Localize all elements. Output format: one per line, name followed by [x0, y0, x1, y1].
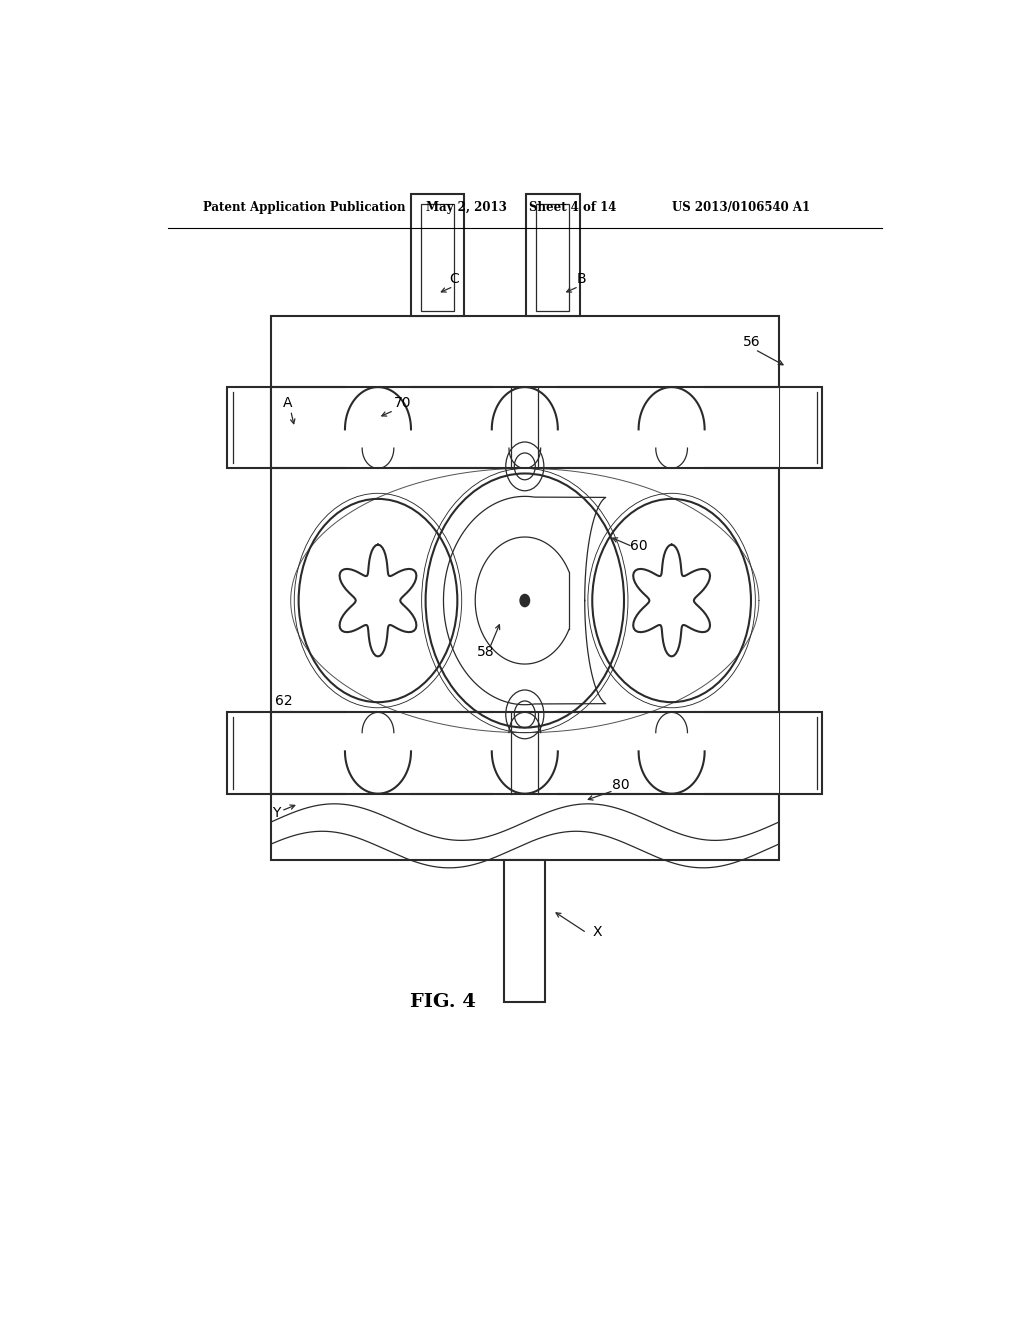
Bar	[525, 194, 580, 315]
Text: A: A	[283, 396, 292, 411]
Bar	[421, 205, 455, 312]
Bar	[778, 387, 822, 469]
Bar	[227, 713, 270, 793]
Circle shape	[520, 594, 529, 607]
Text: 70: 70	[394, 396, 412, 411]
Bar	[270, 315, 778, 859]
Text: B: B	[577, 272, 586, 286]
Text: US 2013/0106540 A1: US 2013/0106540 A1	[672, 201, 810, 214]
Text: 58: 58	[477, 645, 495, 660]
Bar	[411, 194, 465, 315]
Text: Y: Y	[272, 807, 281, 820]
Bar	[504, 859, 546, 1002]
Text: May 2, 2013: May 2, 2013	[426, 201, 507, 214]
Text: Sheet 4 of 14: Sheet 4 of 14	[528, 201, 616, 214]
Bar	[270, 387, 778, 469]
Text: 62: 62	[274, 694, 293, 709]
Text: Patent Application Publication: Patent Application Publication	[204, 201, 406, 214]
Text: FIG. 4: FIG. 4	[410, 993, 475, 1011]
Text: X: X	[592, 925, 602, 939]
Bar	[536, 205, 569, 312]
Bar	[270, 713, 778, 793]
Text: 80: 80	[612, 777, 630, 792]
Bar	[227, 387, 270, 469]
Text: 60: 60	[630, 539, 647, 553]
Text: C: C	[450, 272, 459, 286]
Bar	[778, 713, 822, 793]
Text: 56: 56	[743, 335, 761, 350]
